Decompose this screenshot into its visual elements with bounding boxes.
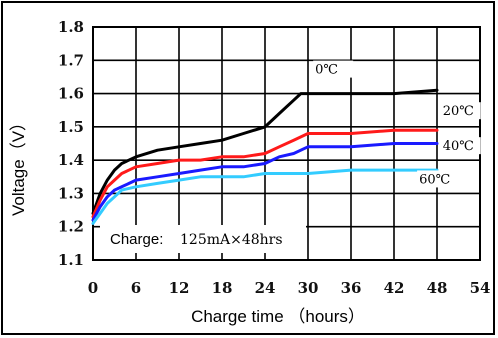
x-tick-label: 42 [384, 279, 405, 297]
series-label-3: 60℃ [419, 172, 450, 187]
series-line-2 [91, 142, 439, 222]
y-tick-label: 1.3 [58, 184, 84, 202]
x-tick-label: 24 [255, 279, 276, 297]
y-tick-label: 1.7 [58, 51, 84, 69]
y-tick-labels: 1.1 1.2 1.3 1.4 1.5 1.6 1.7 1.8 [58, 18, 84, 269]
series-line-1 [91, 128, 439, 219]
x-tick-label: 30 [298, 279, 319, 297]
x-tick-label: 48 [427, 279, 448, 297]
series-label-bg [417, 170, 458, 188]
x-tick-label: 18 [212, 279, 233, 297]
y-tick-label: 1.8 [58, 18, 84, 36]
annotation-value: 125mA×48hrs [180, 232, 283, 248]
annotation-box [100, 225, 306, 253]
series-line-0 [91, 88, 439, 215]
x-axis-title: Charge time （hours） [191, 307, 365, 326]
y-tick-label: 1.4 [58, 151, 84, 169]
y-tick-label: 1.6 [58, 85, 84, 103]
x-tick-labels: 0 6 12 18 24 30 36 42 48 54 [88, 279, 491, 297]
series-labels: 0℃ 20℃ 40℃ 60℃ [313, 60, 481, 188]
series-label-bg [440, 137, 481, 155]
series-label-0: 0℃ [315, 63, 338, 78]
series-layer [91, 88, 439, 225]
x-tick-label: 0 [88, 279, 98, 297]
y-tick-label: 1.2 [58, 218, 84, 236]
series-label-2: 40℃ [443, 139, 474, 154]
x-tick-label: 12 [169, 279, 190, 297]
y-axis-title: Voltage（V） [9, 114, 28, 216]
series-line-3 [91, 168, 439, 225]
x-tick-label: 54 [470, 279, 491, 297]
series-label-bg [313, 60, 354, 78]
x-tick-label: 6 [131, 279, 141, 297]
series-label-1: 20℃ [443, 104, 474, 119]
series-label-bg [440, 102, 481, 120]
y-tick-label: 1.5 [58, 118, 84, 136]
annotation-label: Charge: [110, 231, 163, 248]
x-tick-label: 36 [341, 279, 362, 297]
y-tick-label: 1.1 [58, 251, 84, 269]
